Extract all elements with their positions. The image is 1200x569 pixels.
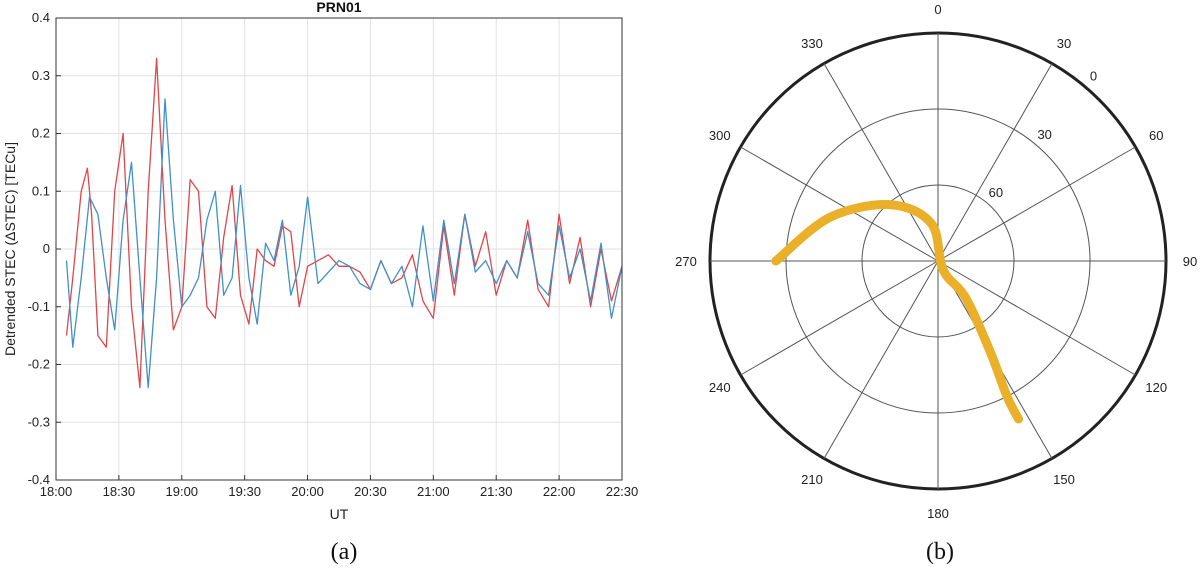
azimuth-label: 210: [801, 472, 823, 487]
y-tick-label: -0.4: [28, 472, 50, 487]
azimuth-spoke: [740, 260, 939, 376]
x-tick-labels: 18:00 18:30 19:00 19:30 20:00 20:30 21:00 21:30…: [40, 475, 639, 499]
y-tick-label: 0: [43, 241, 50, 256]
azimuth-spoke: [740, 146, 939, 262]
data-series: [65, 57, 623, 389]
elevation-labels: 0 30 60: [989, 69, 1098, 200]
x-tick-label: 18:30: [103, 484, 136, 499]
y-tick-label: -0.3: [28, 414, 50, 429]
x-tick-label: 19:00: [166, 484, 199, 499]
series-line-2: [65, 98, 623, 389]
y-tick-labels: -0.4 -0.3 -0.2 -0.1 0 0.1 0.2 0.3 0.4: [28, 10, 61, 487]
azimuth-label: 30: [1057, 36, 1071, 51]
x-tick-label: 20:30: [354, 484, 387, 499]
azimuth-label: 240: [709, 380, 731, 395]
y-axis-label: Detrended STEC (ΔSTEC) [TECu]: [2, 142, 18, 356]
panel-label-a: (a): [331, 539, 358, 565]
azimuth-label: 270: [675, 254, 697, 269]
y-tick-label: 0.1: [32, 183, 50, 198]
x-tick-label: 18:00: [40, 484, 73, 499]
azimuth-spoke: [937, 63, 1053, 262]
azimuth-label: 90: [1183, 254, 1197, 269]
x-tick-label: 19:30: [228, 484, 261, 499]
polar-chart-panel: 0 30 60 90 120 150 180 210 240 270 300 330 0 30 60 (b…: [675, 2, 1197, 565]
azimuth-label: 300: [709, 128, 731, 143]
elevation-label: 60: [989, 185, 1003, 200]
azimuth-label: 60: [1149, 128, 1163, 143]
azimuth-label: 330: [801, 36, 823, 51]
azimuth-label: 0: [934, 2, 941, 17]
series-line-1: [65, 57, 623, 389]
chart-title: PRN01: [316, 0, 361, 15]
azimuth-label: 150: [1053, 472, 1075, 487]
y-tick-label: 0.2: [32, 126, 50, 141]
x-tick-label: 21:30: [480, 484, 513, 499]
line-chart-panel: PRN01 -0.4 -0.3 -0.2 -0.1 0 0.1 0.2 0.3 0.4 18:0…: [2, 0, 638, 565]
x-tick-label: 20:00: [291, 484, 324, 499]
y-tick-label: 0.4: [32, 10, 50, 25]
azimuth-spoke: [823, 63, 939, 262]
azimuth-label: 180: [927, 506, 949, 521]
elevation-label: 0: [1090, 69, 1097, 84]
azimuth-spoke: [937, 146, 1136, 262]
panel-label-b: (b): [926, 539, 954, 565]
x-tick-label: 21:00: [417, 484, 450, 499]
azimuth-spoke: [823, 260, 939, 459]
elevation-label: 30: [1037, 127, 1051, 142]
azimuth-spokes: [710, 33, 1166, 489]
y-tick-label: -0.2: [28, 357, 50, 372]
satellite-track: [771, 200, 1023, 424]
x-axis-label: UT: [330, 506, 349, 522]
x-tick-label: 22:30: [606, 484, 639, 499]
y-tick-label: -0.1: [28, 299, 50, 314]
x-tick-label: 22:00: [543, 484, 576, 499]
azimuth-spoke: [937, 260, 1136, 376]
y-tick-label: 0.3: [32, 68, 50, 83]
azimuth-label: 120: [1145, 380, 1167, 395]
grid-lines: [55, 17, 623, 481]
